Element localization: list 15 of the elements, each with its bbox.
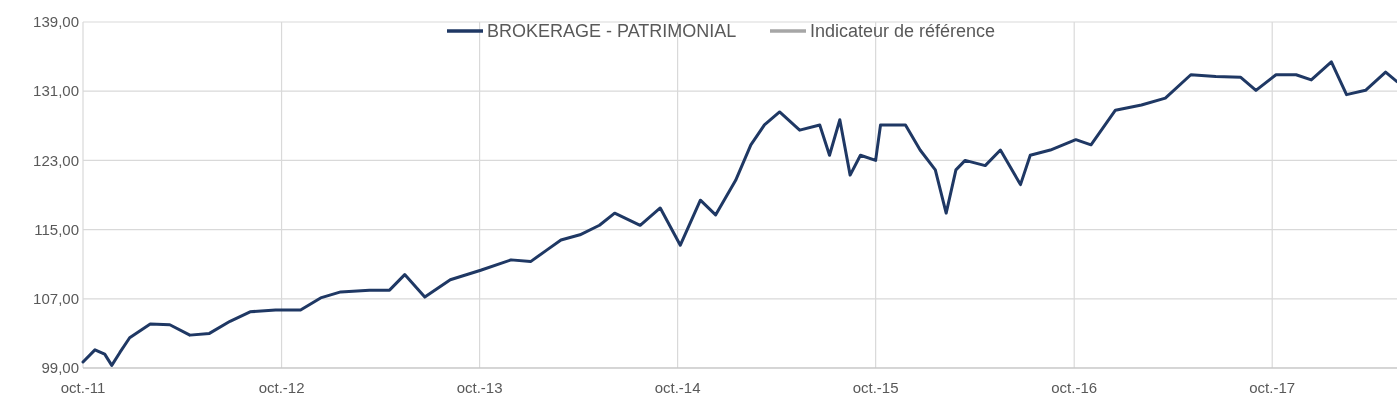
y-tick-label: 131,00 <box>33 82 79 100</box>
x-tick-label: oct.-12 <box>258 379 305 396</box>
legend-label: BROKERAGE - PATRIMONIAL <box>487 21 737 42</box>
x-tick-label: oct.-13 <box>456 379 503 396</box>
y-tick-label: 99,00 <box>41 359 79 377</box>
x-tick-label: oct.-14 <box>654 379 701 396</box>
legend-label: Indicateur de référence <box>810 21 996 42</box>
y-tick-label: 107,00 <box>33 290 79 308</box>
x-tick-label: oct.-16 <box>1051 379 1098 396</box>
y-tick-label: 123,00 <box>33 151 79 169</box>
x-tick-label: oct.-17 <box>1249 379 1296 396</box>
y-tick-label: 139,00 <box>33 13 79 31</box>
x-tick-label: oct.-11 <box>60 379 106 396</box>
x-tick-label: oct.-15 <box>852 379 899 396</box>
y-tick-label: 115,00 <box>34 220 79 238</box>
